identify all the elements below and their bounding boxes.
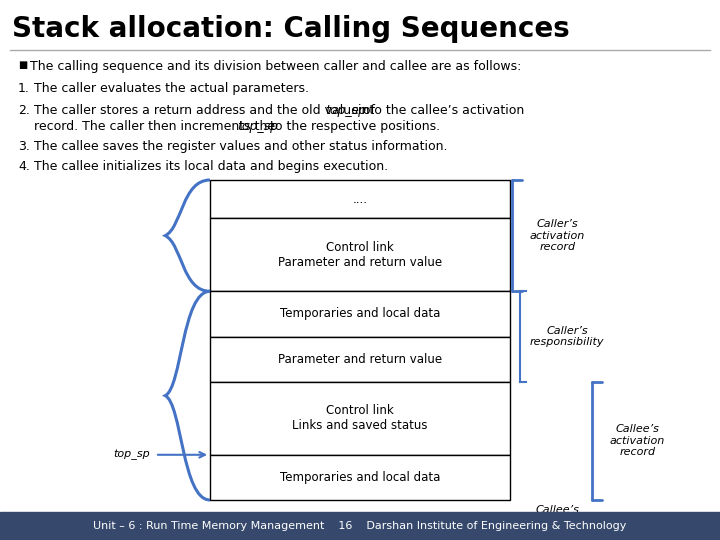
Text: Callee’s
activation
record: Callee’s activation record xyxy=(610,424,665,457)
Text: The calling sequence and its division between caller and callee are as follows:: The calling sequence and its division be… xyxy=(30,60,521,73)
Bar xyxy=(210,291,510,336)
Text: 3.: 3. xyxy=(18,140,30,153)
Text: Caller’s
responsibility: Caller’s responsibility xyxy=(530,326,605,347)
Text: ....: .... xyxy=(353,193,367,206)
Text: top_sp: top_sp xyxy=(113,450,150,460)
Bar xyxy=(210,180,510,218)
Text: Control link
Parameter and return value: Control link Parameter and return value xyxy=(278,241,442,269)
Text: Stack allocation: Calling Sequences: Stack allocation: Calling Sequences xyxy=(12,15,570,43)
Text: Callee’s
responsibility: Callee’s responsibility xyxy=(520,505,595,526)
Text: Control link
Links and saved status: Control link Links and saved status xyxy=(292,404,428,432)
Text: ■: ■ xyxy=(18,60,27,70)
Text: 1.: 1. xyxy=(18,82,30,95)
Text: The callee initializes its local data and begins execution.: The callee initializes its local data an… xyxy=(34,160,388,173)
Text: The caller stores a return address and the old value of: The caller stores a return address and t… xyxy=(34,104,379,117)
Text: The callee saves the register values and other status information.: The callee saves the register values and… xyxy=(34,140,448,153)
Bar xyxy=(210,382,510,455)
Text: top_sp: top_sp xyxy=(325,104,366,117)
Text: The caller evaluates the actual parameters.: The caller evaluates the actual paramete… xyxy=(34,82,309,95)
Text: Parameter and return value: Parameter and return value xyxy=(278,353,442,366)
Text: top_sp: top_sp xyxy=(237,120,278,133)
Bar xyxy=(210,455,510,500)
Text: Temporaries and local data: Temporaries and local data xyxy=(280,307,440,320)
Text: 4.: 4. xyxy=(18,160,30,173)
Bar xyxy=(210,218,510,291)
Text: record. The caller then increments the: record. The caller then increments the xyxy=(34,120,279,133)
Bar xyxy=(210,336,510,382)
Text: Caller’s
activation
record: Caller’s activation record xyxy=(530,219,585,252)
Text: Temporaries and local data: Temporaries and local data xyxy=(280,471,440,484)
Text: 2.: 2. xyxy=(18,104,30,117)
Text: to the respective positions.: to the respective positions. xyxy=(266,120,440,133)
Bar xyxy=(0,512,720,540)
Text: into the callee’s activation: into the callee’s activation xyxy=(354,104,524,117)
Text: Unit – 6 : Run Time Memory Management    16    Darshan Institute of Engineering : Unit – 6 : Run Time Memory Management 16… xyxy=(94,521,626,531)
